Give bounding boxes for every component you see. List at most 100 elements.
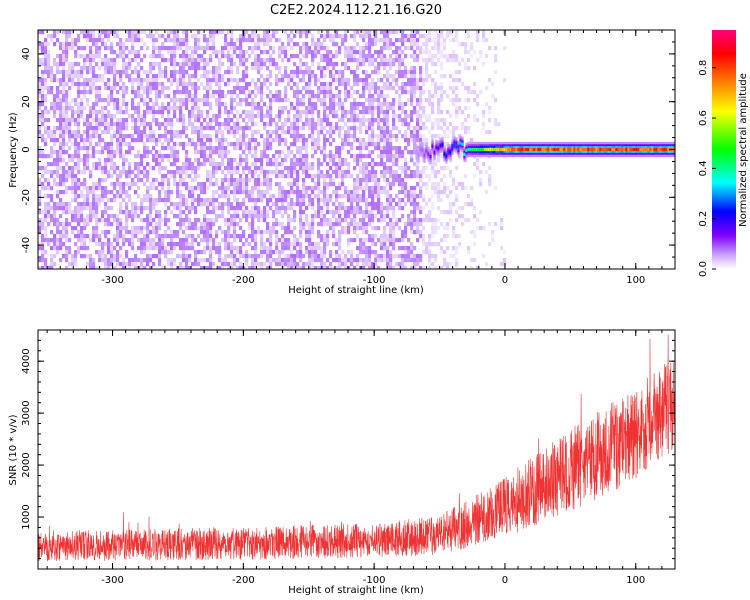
- heatmap-cell: [269, 266, 273, 269]
- heatmap-cell: [410, 70, 414, 75]
- heatmap-cell: [395, 90, 399, 95]
- heatmap-cell: [131, 50, 135, 55]
- heatmap-cell: [38, 210, 42, 215]
- heatmap-cell: [224, 234, 228, 239]
- heatmap-cell: [44, 46, 48, 51]
- heatmap-cell: [92, 238, 96, 243]
- heatmap-cell: [308, 70, 312, 75]
- heatmap-cell: [353, 102, 357, 107]
- heatmap-cell: [431, 38, 435, 43]
- heatmap-cell: [392, 238, 396, 243]
- heatmap-cell: [137, 166, 141, 171]
- heatmap-cell: [56, 118, 60, 123]
- heatmap-cell: [38, 130, 42, 135]
- heatmap-cell: [266, 258, 270, 263]
- heatmap-cell: [158, 198, 162, 203]
- heatmap-cell: [239, 50, 243, 55]
- heatmap-cell: [170, 242, 174, 247]
- heatmap-cell: [305, 62, 309, 67]
- heatmap-cell: [413, 214, 417, 219]
- heatmap-cell: [332, 182, 336, 187]
- heatmap-cell: [209, 202, 213, 207]
- heatmap-cell: [134, 50, 138, 55]
- heatmap-cell: [386, 194, 390, 199]
- heatmap-cell: [281, 234, 285, 239]
- heatmap-cell: [140, 86, 144, 91]
- heatmap-cell: [152, 62, 156, 67]
- heatmap-cell: [224, 262, 228, 267]
- heatmap-cell: [89, 138, 93, 143]
- heatmap-cell: [341, 226, 345, 231]
- heatmap-cell: [299, 242, 303, 247]
- heatmap-cell: [332, 258, 336, 263]
- heatmap-cell: [374, 146, 378, 151]
- heatmap-cell: [374, 234, 378, 239]
- heatmap-cell: [119, 230, 123, 235]
- heatmap-cell: [296, 90, 300, 95]
- heatmap-cell: [137, 206, 141, 211]
- heatmap-cell: [116, 98, 120, 103]
- heatmap-cell: [329, 178, 333, 183]
- heatmap-cell: [344, 186, 348, 191]
- heatmap-cell: [158, 134, 162, 139]
- heatmap-cell: [335, 186, 339, 191]
- heatmap-cell: [350, 102, 354, 107]
- heatmap-cell: [194, 98, 198, 103]
- heatmap-cell: [344, 218, 348, 223]
- heatmap-cell: [377, 226, 381, 231]
- heatmap-cell: [287, 78, 291, 83]
- heatmap-cell: [233, 246, 237, 251]
- heatmap-cell: [425, 126, 429, 131]
- heatmap-cell: [380, 54, 384, 59]
- heatmap-cell: [284, 142, 288, 147]
- heatmap-cell: [200, 142, 204, 147]
- heatmap-cell: [134, 254, 138, 259]
- heatmap-cell: [230, 162, 234, 167]
- heatmap-cell: [59, 42, 63, 47]
- heatmap-cell: [89, 266, 93, 269]
- heatmap-cell: [185, 158, 189, 163]
- heatmap-cell: [224, 34, 228, 39]
- heatmap-cell: [59, 118, 63, 123]
- heatmap-cell: [377, 54, 381, 59]
- heatmap-cell: [404, 130, 408, 135]
- heatmap-cell: [263, 114, 267, 119]
- heatmap-cell: [275, 198, 279, 203]
- heatmap-cell: [212, 114, 216, 119]
- heatmap-cell: [335, 198, 339, 203]
- heatmap-cell: [428, 238, 432, 243]
- heatmap-cell: [122, 118, 126, 123]
- heatmap-cell: [368, 190, 372, 195]
- heatmap-cell: [119, 254, 123, 259]
- heatmap-cell: [107, 158, 111, 163]
- heatmap-cell: [149, 126, 153, 131]
- heatmap-cell: [236, 130, 240, 135]
- heatmap-cell: [293, 266, 297, 269]
- heatmap-cell: [227, 122, 231, 127]
- heatmap-cell: [362, 46, 366, 51]
- heatmap-cell: [227, 210, 231, 215]
- heatmap-cell: [134, 230, 138, 235]
- heatmap-cell: [338, 218, 342, 223]
- heatmap-cell: [122, 166, 126, 171]
- heatmap-cell: [248, 150, 252, 155]
- heatmap-cell: [275, 98, 279, 103]
- heatmap-cell: [212, 74, 216, 79]
- heatmap-cell: [353, 110, 357, 115]
- heatmap-cell: [185, 86, 189, 91]
- heatmap-cell: [293, 154, 297, 159]
- heatmap-cell: [182, 162, 186, 167]
- heatmap-cell: [233, 218, 237, 223]
- heatmap-cell: [41, 254, 45, 259]
- heatmap-cell: [320, 150, 324, 155]
- heatmap-cell: [395, 194, 399, 199]
- heatmap-cell: [323, 150, 327, 155]
- heatmap-cell: [302, 62, 306, 67]
- heatmap-cell: [401, 154, 405, 159]
- heatmap-cell: [272, 94, 276, 99]
- heatmap-cell: [128, 134, 132, 139]
- heatmap-cell: [365, 178, 369, 183]
- heatmap-cell: [389, 254, 393, 259]
- heatmap-cell: [44, 226, 48, 231]
- heatmap-cell: [368, 170, 372, 175]
